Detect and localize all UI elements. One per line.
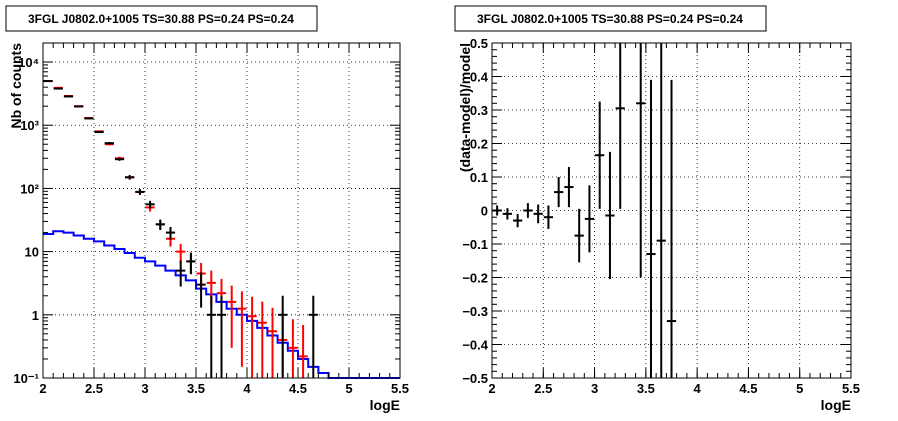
right-y-tick-label: 0.4 (470, 70, 489, 85)
left-y-axis-label: Nb of counts (8, 43, 24, 129)
left-plot-frame (42, 42, 401, 379)
right-data-point (605, 151, 615, 280)
left-y-tick-label: 1 (32, 308, 39, 323)
left-data-point (257, 301, 267, 378)
left-data-point (53, 87, 63, 90)
left-data-point (288, 319, 298, 378)
left-ticks: 2 2.5 3 3.5 4 4.5 5 5.5 10⁻¹ 1 10 10² 10³ 10⁴ (13, 43, 409, 396)
left-y-tick-label: 10³ (20, 118, 39, 133)
left-data-point (186, 252, 196, 275)
right-data-point (666, 79, 677, 378)
right-data-point (595, 101, 605, 209)
right-y-tick-label: 0 (481, 204, 488, 219)
left-chart-title: 3FGL J0802.0+1005 TS=30.88 PS=0.24 PS=0.… (28, 12, 294, 26)
right-series (492, 43, 677, 378)
left-y-tick-label: 10² (20, 181, 39, 196)
right-y-tick-label: −0.3 (462, 304, 488, 319)
left-data-point (176, 243, 186, 263)
right-data-point (636, 43, 646, 278)
right-data-point (533, 204, 543, 224)
left-data-point (145, 200, 155, 209)
left-x-tick-label: 5 (345, 381, 352, 396)
right-y-axis-label: (data-model)/model (457, 43, 473, 172)
right-title-box (454, 5, 767, 32)
right-data-point (564, 166, 574, 208)
left-data-point (237, 291, 247, 367)
left-data-point (308, 295, 318, 378)
right-x-tick-label: 4 (694, 381, 702, 396)
right-x-tick-label: 4.5 (739, 381, 757, 396)
left-x-tick-label: 3.5 (187, 381, 205, 396)
right-data-point (574, 208, 584, 263)
right-x-tick-label: 2 (488, 381, 495, 396)
left-y-tick-label: 10⁻¹ (13, 371, 39, 386)
right-x-tick-label: 2.5 (534, 381, 552, 396)
right-data-point (646, 79, 656, 378)
left-x-axis-label: logE (370, 397, 400, 413)
left-x-tick-label: 5.5 (391, 381, 409, 396)
left-x-tick-label: 4.5 (289, 381, 307, 396)
left-x-tick-label: 2 (39, 381, 46, 396)
right-data-point (554, 177, 564, 208)
left-panel: 2 2.5 3 3.5 4 4.5 5 5.5 10⁻¹ 1 10 10² 10³ 10⁴ 3FGL J0… (5, 5, 409, 413)
left-series (43, 80, 400, 379)
right-data-point (656, 43, 666, 378)
right-data-point (523, 203, 533, 218)
left-data-point (135, 189, 145, 195)
right-y-tick-label: −0.1 (462, 237, 488, 252)
right-x-axis-label: logE (821, 397, 851, 413)
left-data-point (165, 227, 176, 240)
left-data-point (227, 285, 237, 348)
right-data-point (543, 205, 554, 229)
right-x-tick-label: 5.5 (842, 381, 860, 396)
left-data-point (84, 117, 94, 120)
left-data-point (247, 296, 257, 378)
right-data-point (584, 185, 595, 253)
left-data-point (176, 260, 186, 287)
left-data-point (94, 131, 104, 134)
left-data-point (74, 105, 84, 108)
right-data-point (502, 208, 513, 220)
right-x-tick-label: 5 (796, 381, 803, 396)
right-y-tick-label: 0.5 (470, 36, 488, 51)
left-data-point (63, 95, 74, 98)
right-y-tick-label: 0.3 (470, 103, 488, 118)
left-x-tick-label: 4 (243, 381, 251, 396)
left-data-point (216, 295, 227, 378)
right-y-tick-label: 0.2 (470, 137, 488, 152)
right-y-tick-label: 0.1 (470, 170, 488, 185)
left-data-point (298, 324, 308, 378)
right-y-tick-label: −0.4 (462, 338, 488, 353)
left-data-point (278, 295, 288, 378)
right-ticks: 2 2.5 3 3.5 4 4.5 5 5.5 −0.5 −0.4 −0.3 −0.2 −0.1 0 0.1… (462, 36, 860, 396)
left-data-point (125, 175, 135, 180)
left-data-point (114, 157, 125, 161)
right-panel: 2 2.5 3 3.5 4 4.5 5 5.5 −0.5 −0.4 −0.3 −0.2 −0.1 0 0.1… (454, 5, 860, 413)
left-data-point (206, 295, 216, 378)
left-x-tick-label: 2.5 (85, 381, 103, 396)
right-x-tick-label: 3.5 (637, 381, 655, 396)
left-y-tick-label: 10⁴ (18, 55, 39, 70)
right-y-tick-label: −0.5 (462, 371, 488, 386)
right-data-point (615, 43, 625, 209)
left-data-point (267, 307, 278, 378)
left-data-point (196, 272, 206, 308)
right-x-tick-label: 3 (591, 381, 598, 396)
right-data-point (513, 213, 523, 228)
left-data-point (104, 141, 114, 145)
left-x-tick-label: 3 (141, 381, 148, 396)
left-data-point (155, 219, 165, 230)
right-y-tick-label: −0.2 (462, 271, 488, 286)
left-y-tick-label: 10 (25, 245, 39, 260)
right-chart-title: 3FGL J0802.0+1005 TS=30.88 PS=0.24 PS=0.… (477, 12, 743, 26)
left-title-box (5, 5, 318, 32)
